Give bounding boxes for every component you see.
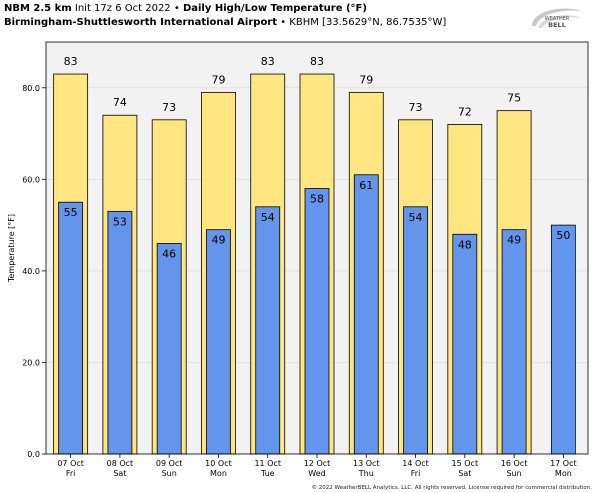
low-temp-bar — [353, 174, 379, 455]
low-temp-label: 54 — [261, 211, 275, 224]
low-temp-label: 58 — [310, 192, 324, 205]
y-tick-label: 40.0 — [22, 267, 40, 276]
low-temp-label: 46 — [162, 247, 176, 260]
low-temp-label: 61 — [359, 179, 373, 192]
y-tick-label: 60.0 — [22, 175, 40, 184]
x-tick-label-date: 11 Oct — [254, 459, 281, 468]
y-tick-label: 0.0 — [27, 450, 40, 459]
x-tick-label-date: 07 Oct — [57, 459, 84, 468]
high-temp-label: 73 — [162, 101, 176, 114]
high-temp-label: 73 — [409, 101, 423, 114]
low-temp-bar — [107, 210, 133, 455]
low-temp-bar — [304, 188, 330, 455]
weatherbell-logo: WEATHER BELL — [532, 8, 584, 29]
low-temp-bar — [501, 229, 527, 455]
low-temp-label: 49 — [507, 234, 521, 247]
low-temp-label: 50 — [556, 229, 570, 242]
x-tick-label-date: 16 Oct — [501, 459, 528, 468]
station-meta: • KBHM [33.5629°N, 86.7535°W] — [280, 17, 447, 28]
x-tick-label-day: Thu — [358, 469, 374, 478]
low-temp-bar — [156, 243, 182, 455]
x-tick-label-day: Tue — [260, 469, 275, 478]
low-temp-bar — [452, 233, 478, 455]
x-tick-label-date: 12 Oct — [304, 459, 331, 468]
chart-title: Daily High/Low Temperature (°F) — [182, 3, 367, 14]
low-temp-label: 48 — [458, 238, 472, 251]
x-tick-label-day: Sat — [113, 469, 126, 478]
x-tick-label-day: Sat — [458, 469, 471, 478]
low-temp-bar — [403, 206, 428, 455]
x-tick-label-day: Sun — [506, 469, 521, 478]
high-temp-label: 83 — [261, 55, 275, 68]
logo-line-2: BELL — [548, 21, 566, 29]
x-tick-label-day: Wed — [308, 469, 325, 478]
x-tick-label-day: Mon — [210, 469, 227, 478]
high-temp-label: 79 — [359, 73, 373, 86]
x-tick-label-date: 15 Oct — [452, 459, 479, 468]
low-temp-label: 55 — [64, 206, 78, 219]
y-axis-label: Temperature [°F] — [7, 214, 16, 283]
station-name: Birmingham-Shuttlesworth International A… — [4, 17, 278, 28]
init-time: Init 17z 6 Oct 2022 — [74, 3, 171, 14]
x-tick-label-date: 14 Oct — [402, 459, 429, 468]
high-temp-label: 79 — [211, 73, 225, 86]
x-tick-label-date: 08 Oct — [107, 459, 134, 468]
x-tick-label-day: Fri — [411, 469, 421, 478]
low-temp-bar — [206, 229, 231, 455]
x-tick-label-date: 13 Oct — [353, 459, 380, 468]
chart-header-line-2: Birmingham-Shuttlesworth International A… — [4, 17, 446, 28]
y-tick-label: 20.0 — [22, 358, 40, 367]
low-temp-label: 54 — [409, 211, 423, 224]
y-tick-label: 80.0 — [22, 84, 40, 93]
low-temp-label: 53 — [113, 215, 127, 228]
logo-line-1: WEATHER — [545, 16, 570, 22]
low-temp-bar — [550, 224, 576, 455]
copyright-footer: © 2022 WeatherBELL Analytics, LLC. All r… — [311, 485, 592, 491]
high-temp-label: 74 — [113, 96, 127, 109]
x-tick-label-day: Mon — [555, 469, 572, 478]
low-temp-bar — [58, 201, 84, 455]
high-temp-label: 75 — [507, 92, 521, 105]
header-bullet: • — [173, 3, 180, 14]
x-tick-label-day: Fri — [66, 469, 76, 478]
x-tick-label-date: 17 Oct — [550, 459, 577, 468]
high-temp-label: 72 — [458, 105, 472, 118]
x-tick-label-day: Sun — [162, 469, 177, 478]
low-temp-label: 49 — [211, 234, 225, 247]
high-temp-label: 83 — [64, 55, 78, 68]
chart-header-line-1: NBM 2.5 km Init 17z 6 Oct 2022 • Daily H… — [4, 3, 367, 14]
high-temp-label: 83 — [310, 55, 324, 68]
x-tick-label-date: 09 Oct — [156, 459, 183, 468]
low-temp-bar — [255, 206, 281, 455]
x-tick-label-date: 10 Oct — [205, 459, 232, 468]
model-name: NBM 2.5 km — [4, 3, 72, 14]
